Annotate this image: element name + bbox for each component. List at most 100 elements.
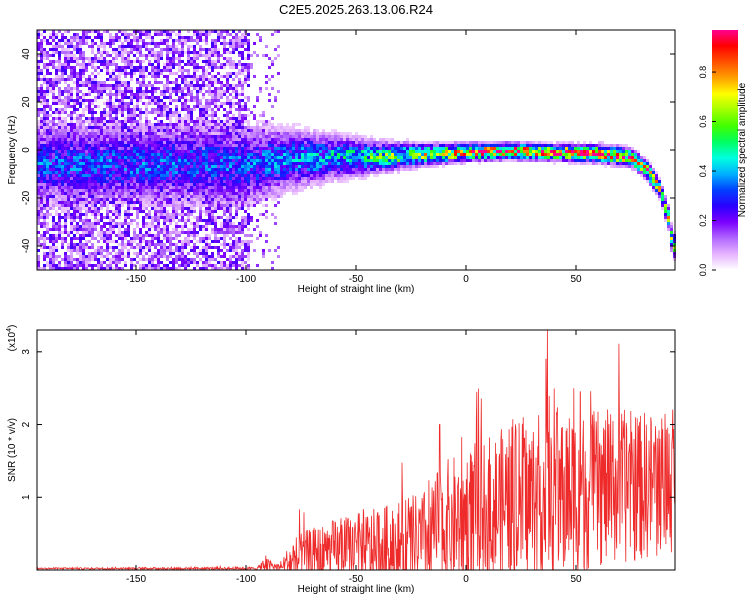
spectrogram-cell xyxy=(67,90,70,93)
spectrogram-cell xyxy=(97,210,100,213)
spectrogram-cell xyxy=(169,33,172,36)
spectrogram-cell xyxy=(244,210,247,213)
spectrogram-cell xyxy=(73,258,76,261)
spectrogram-cell xyxy=(226,102,229,105)
spectrogram-cell xyxy=(226,132,229,135)
spectrogram-cell xyxy=(118,189,121,192)
spectrogram-cell xyxy=(112,132,115,135)
spectrogram-cell xyxy=(229,249,232,252)
spectrogram-cell xyxy=(127,39,130,42)
spectrogram-cell xyxy=(160,183,163,186)
spectrogram-cell xyxy=(190,57,193,60)
spectrogram-cell xyxy=(139,198,142,201)
spectrogram-cell xyxy=(40,189,43,192)
spectrogram-cell xyxy=(172,60,175,63)
spectrogram-cell xyxy=(250,186,253,189)
spectrogram-cell xyxy=(181,165,184,168)
spectrogram-cell xyxy=(166,267,169,270)
spectrogram-cell xyxy=(256,99,259,102)
spectrogram-cell xyxy=(211,96,214,99)
spectrogram-cell xyxy=(133,231,136,234)
spectrogram-cell xyxy=(103,126,106,129)
spectrogram-cell xyxy=(97,117,100,120)
spectrogram-cell xyxy=(145,198,148,201)
spectrogram-cell xyxy=(88,153,91,156)
spectrogram-cell xyxy=(43,252,46,255)
spectrogram-cell xyxy=(136,105,139,108)
spectrogram-cell xyxy=(163,219,166,222)
spectrogram-cell xyxy=(106,102,109,105)
spectrogram-cell xyxy=(283,153,286,156)
spectrogram-cell xyxy=(94,96,97,99)
spectrogram-cell xyxy=(100,135,103,138)
spectrogram-cell xyxy=(175,57,178,60)
spectrogram-cell xyxy=(184,219,187,222)
spectrogram-cell xyxy=(148,132,151,135)
spectrogram-cell xyxy=(115,51,118,54)
spectrogram-cell xyxy=(178,96,181,99)
spectrogram-cell xyxy=(163,63,166,66)
spectrogram-cell xyxy=(169,111,172,114)
spectrogram-cell xyxy=(181,180,184,183)
spectrogram-cell xyxy=(91,72,94,75)
spectrogram-cell xyxy=(133,183,136,186)
spectrogram-cell xyxy=(154,30,157,33)
spectrogram-cell xyxy=(160,231,163,234)
spectrogram-cell xyxy=(94,36,97,39)
spectrogram-cell xyxy=(64,213,67,216)
spectrogram-cell xyxy=(205,99,208,102)
spectrogram-cell xyxy=(37,192,40,195)
spectrogram-cell xyxy=(250,168,253,171)
spectrogram-cell xyxy=(67,246,70,249)
spectrogram-cell xyxy=(121,198,124,201)
spectrogram-cell xyxy=(121,249,124,252)
spectrogram-cell xyxy=(49,84,52,87)
spectrogram-cell xyxy=(79,198,82,201)
spectrogram-cell xyxy=(79,237,82,240)
spectrogram-cell xyxy=(181,189,184,192)
spectrogram-cell xyxy=(235,141,238,144)
spectrogram-cell xyxy=(82,267,85,270)
spectrogram-cell xyxy=(64,90,67,93)
spectrogram-cell xyxy=(103,189,106,192)
spectrogram-cell xyxy=(271,60,274,63)
spectrogram-cell xyxy=(118,48,121,51)
spectrogram-cell xyxy=(94,138,97,141)
spectrogram-cell xyxy=(64,231,67,234)
spectrogram-cell xyxy=(262,144,265,147)
spectrogram-cell xyxy=(154,102,157,105)
spectrogram-cell xyxy=(40,192,43,195)
spectrogram-cell xyxy=(103,150,106,153)
spectrogram-cell xyxy=(43,36,46,39)
spectrogram-cell xyxy=(142,216,145,219)
spectrogram-cell xyxy=(199,219,202,222)
spectrogram-cell xyxy=(49,267,52,270)
spectrogram-cell xyxy=(268,165,271,168)
spectrogram-cell xyxy=(172,219,175,222)
spectrogram-cell xyxy=(46,72,49,75)
spectrogram-cell xyxy=(241,63,244,66)
spectrogram-cell xyxy=(181,42,184,45)
spectrogram-cell xyxy=(124,81,127,84)
spectrogram-cell xyxy=(169,198,172,201)
spectrogram-cell xyxy=(139,231,142,234)
spectrogram-cell xyxy=(166,138,169,141)
spectrogram-cell xyxy=(268,174,271,177)
spectrogram-cell xyxy=(40,210,43,213)
spectrogram-cell xyxy=(226,174,229,177)
spectrogram-cell xyxy=(115,39,118,42)
spectrogram-cell xyxy=(259,138,262,141)
spectrogram-cell xyxy=(76,231,79,234)
spectrogram-cell xyxy=(97,177,100,180)
spectrogram-cell xyxy=(223,201,226,204)
spectrogram-cell xyxy=(187,228,190,231)
spectrogram-cell xyxy=(61,66,64,69)
spectrogram-cell xyxy=(46,207,49,210)
spectrogram-cell xyxy=(187,81,190,84)
spectrogram-cell xyxy=(85,243,88,246)
spectrogram-cell xyxy=(226,48,229,51)
spectrogram-cell xyxy=(109,180,112,183)
spectrogram-cell xyxy=(94,204,97,207)
spectrogram-cell xyxy=(166,69,169,72)
spectrogram-cell xyxy=(109,219,112,222)
